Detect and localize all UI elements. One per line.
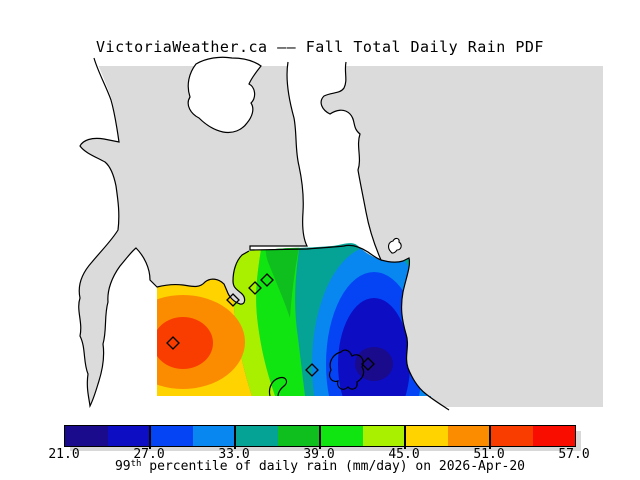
colorbar-segment-11 bbox=[532, 426, 575, 446]
lake-outline-south bbox=[268, 377, 288, 397]
caption-text: percentile of daily rain (mm/day) on 202… bbox=[141, 459, 525, 474]
station-markers bbox=[166, 273, 375, 377]
colorbar-tick-label: 21.0 bbox=[48, 447, 80, 462]
caption-number: 99 bbox=[114, 459, 131, 474]
colorbar-tick-label: 57.0 bbox=[558, 447, 590, 462]
island-small bbox=[388, 237, 402, 254]
colorbar-tick-label: 51.0 bbox=[473, 447, 505, 462]
colorbar-tick-line bbox=[234, 425, 236, 449]
plot-title: VictoriaWeather.ca –– Fall Total Daily R… bbox=[96, 38, 544, 56]
station-marker-diamond bbox=[305, 363, 319, 377]
band-51-54 bbox=[157, 317, 213, 369]
colorbar-tick-label: 39.0 bbox=[303, 447, 335, 462]
colorbar-segment-3 bbox=[192, 426, 235, 446]
colorbar-segment-10 bbox=[490, 426, 533, 446]
land-west bbox=[20, 55, 158, 412]
colorbar-segment-8 bbox=[405, 426, 448, 446]
colorbar-segment-5 bbox=[277, 426, 320, 446]
colorbar-tick-line bbox=[149, 425, 151, 449]
caption-superscript: th bbox=[130, 459, 142, 469]
station-marker-diamond bbox=[166, 336, 180, 350]
colorbar-segment-1 bbox=[107, 426, 150, 446]
band-36-39-wedge bbox=[265, 243, 300, 318]
island-top-centre bbox=[187, 56, 262, 134]
colorbar-tick-line bbox=[489, 425, 491, 449]
station-marker-diamond bbox=[226, 293, 240, 307]
colorbar-segment-9 bbox=[447, 426, 490, 446]
colorbar-tick-label: 27.0 bbox=[133, 447, 165, 462]
station-marker-diamond bbox=[260, 273, 274, 287]
coastline-east bbox=[380, 257, 450, 411]
colorbar-segment-0 bbox=[65, 426, 108, 446]
land-south-strip bbox=[155, 396, 427, 408]
colorbar-caption: 99th percentile of daily rain (mm/day) o… bbox=[0, 459, 640, 474]
coastline-west bbox=[78, 57, 250, 409]
colorbar-segment-4 bbox=[235, 426, 278, 446]
colorbar-segment-7 bbox=[362, 426, 405, 446]
colorbar-segment-6 bbox=[320, 426, 363, 446]
station-marker-diamond bbox=[248, 281, 262, 295]
colorbar-tick-label: 33.0 bbox=[218, 447, 250, 462]
station-marker-diamond bbox=[361, 357, 375, 371]
land-northeast bbox=[250, 62, 381, 260]
band-42-45 bbox=[232, 243, 275, 396]
colorbar-tick-line bbox=[319, 425, 321, 449]
lake-outline bbox=[328, 349, 365, 390]
colorbar-tick-line bbox=[404, 425, 406, 449]
colorbar-segment-2 bbox=[150, 426, 193, 446]
coastline-northeast-land bbox=[249, 61, 383, 262]
colorbar-tick-label: 45.0 bbox=[388, 447, 420, 462]
